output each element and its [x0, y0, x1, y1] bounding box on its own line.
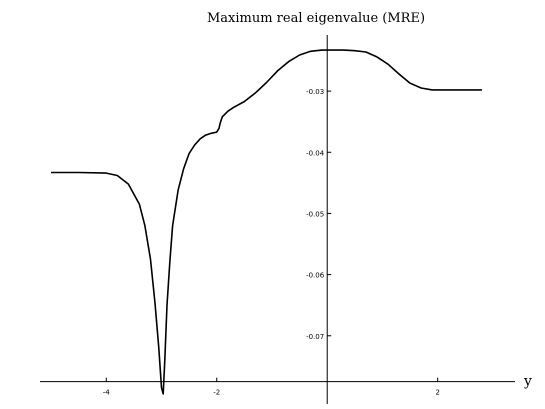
y-tick-label: -0.04 — [306, 149, 325, 157]
x-axis-label: y — [523, 374, 532, 390]
x-tick-label: -4 — [103, 389, 111, 397]
y-tick-label: -0.05 — [306, 210, 324, 218]
y-tick-label: -0.07 — [306, 333, 324, 341]
chart-title: Maximum real eigenvalue (MRE) — [207, 11, 425, 26]
y-tick-label: -0.06 — [306, 272, 325, 280]
y-tick-group: -0.03 -0.04 -0.05 -0.06 -0.07 — [306, 88, 332, 341]
x-tick-label: -2 — [213, 389, 220, 397]
mre-curve — [51, 49, 482, 395]
x-tick-group: -4 -2 2 — [103, 377, 440, 397]
x-tick-label: 2 — [435, 389, 439, 397]
y-tick-label: -0.03 — [306, 88, 324, 96]
